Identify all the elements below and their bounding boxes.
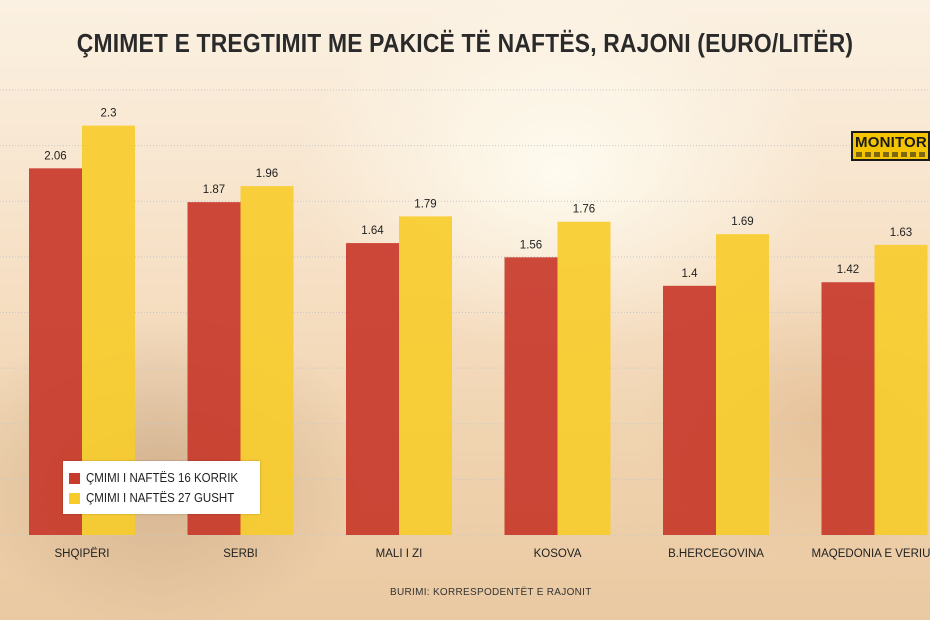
bar-series1-2 (346, 243, 399, 535)
value-label: 1.87 (203, 184, 225, 196)
value-label: 1.56 (520, 239, 542, 251)
legend-label-series1: ÇMIMI I NAFTËS 16 KORRIK (86, 471, 239, 485)
value-label: 1.42 (837, 264, 859, 276)
legend-swatch-series1 (69, 472, 80, 484)
monitor-logo: MONITOR (851, 131, 930, 161)
gridlines (0, 89, 930, 536)
category-label: SERBI (223, 548, 258, 560)
bar-series1-4 (663, 285, 716, 535)
source-note: BURIMI: KORRESPODENTËT E RAJONIT (390, 587, 592, 598)
category-label: MAQEDONIA E VERIUT (812, 548, 930, 560)
value-label: 2.06 (44, 150, 66, 162)
bar-series2-3 (557, 221, 611, 535)
legend-label-series2: ÇMIMI I NAFTËS 27 GUSHT (86, 491, 235, 505)
legend-swatch-series2 (69, 492, 80, 504)
value-label: 2.3 (101, 108, 117, 120)
bar-series2-5 (874, 244, 928, 536)
category-label: MALI I ZI (376, 548, 423, 560)
category-label: KOSOVA (534, 548, 582, 560)
legend-item-series1: ÇMIMI I NAFTËS 16 KORRIK (69, 470, 251, 486)
value-label: 1.64 (361, 225, 384, 237)
logo-subline (856, 152, 928, 157)
chart-title: ÇMIMET E TREGTIMIT ME PAKICË TË NAFTËS, … (76, 28, 854, 58)
category-label: SHQIPËRI (55, 548, 110, 560)
value-label: 1.63 (890, 227, 912, 239)
chart-legend: ÇMIMI I NAFTËS 16 KORRIK ÇMIMI I NAFTËS … (63, 461, 260, 514)
bar-series1-3 (504, 257, 558, 535)
bar-series2-4 (716, 234, 769, 535)
bar-series1-5 (821, 282, 875, 535)
value-label: 1.79 (414, 198, 436, 210)
legend-item-series2: ÇMIMI I NAFTËS 27 GUSHT (69, 490, 247, 506)
value-labels: 2.06 2.3 1.87 1.96 1.64 1.79 1.56 1.76 1.4 1.69 1.… (44, 108, 912, 280)
bar-series2-2 (399, 216, 452, 535)
value-label: 1.69 (731, 216, 753, 228)
value-label: 1.76 (573, 204, 595, 216)
logo-text: MONITOR (855, 134, 927, 151)
value-label: 1.96 (256, 168, 278, 180)
value-label: 1.4 (682, 268, 699, 280)
category-labels: SHQIPËRI SERBI MALI I ZI KOSOVA B.HERCEGOVIN… (55, 548, 930, 560)
category-label: B.HERCEGOVINA (668, 548, 764, 560)
